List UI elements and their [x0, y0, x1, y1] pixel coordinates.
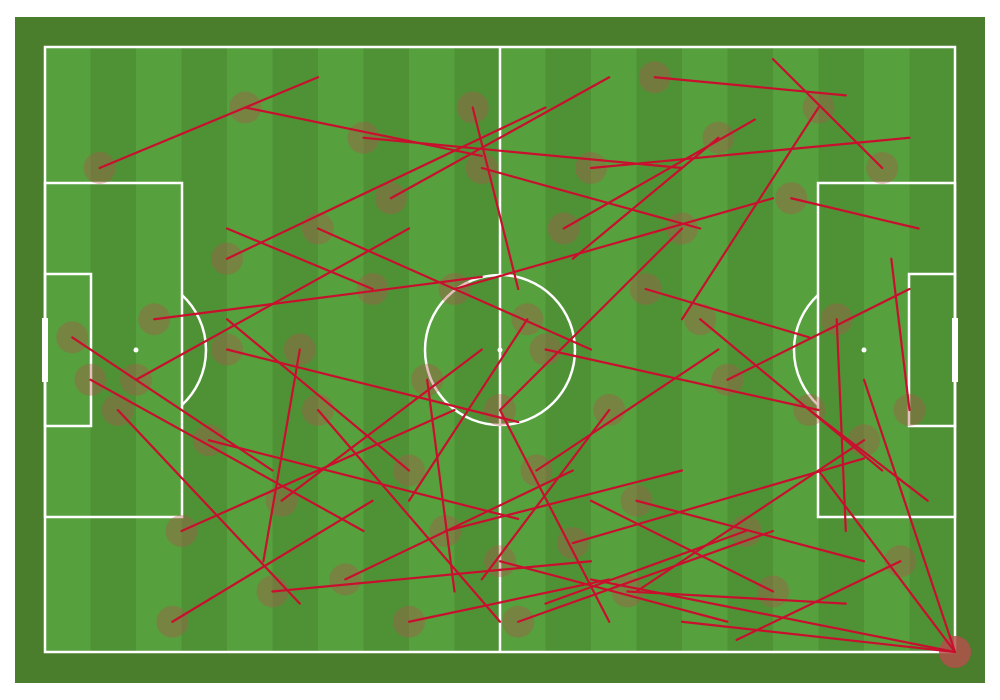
stripe	[272, 47, 318, 652]
pass-line	[626, 590, 847, 605]
stripe	[318, 47, 364, 652]
pass-line	[225, 348, 520, 424]
pass-line	[544, 348, 820, 412]
pass-line	[808, 408, 929, 502]
pass-line	[471, 106, 520, 291]
center-spot	[497, 347, 503, 353]
pass-line	[262, 348, 301, 563]
stripe	[591, 47, 637, 652]
pass-line	[835, 318, 847, 533]
pass-line	[225, 227, 374, 291]
pass-line	[407, 578, 611, 623]
stripe	[773, 47, 819, 652]
penalty-spot	[861, 347, 867, 353]
pass-line	[344, 469, 574, 581]
pass-line	[225, 106, 547, 260]
pass-line	[544, 529, 747, 605]
stripe	[90, 47, 136, 652]
pass-line	[116, 408, 301, 605]
pass-line	[171, 499, 374, 623]
pass-line	[89, 378, 365, 533]
pass-line	[644, 287, 811, 339]
pass-line	[426, 378, 456, 593]
pass-line	[571, 136, 720, 260]
passes	[71, 57, 957, 654]
penalty-arc	[792, 294, 819, 406]
pass-line	[98, 76, 320, 170]
pass-line	[480, 408, 611, 581]
penalty-arc	[181, 294, 208, 406]
pass-line	[726, 287, 911, 381]
stripe	[45, 47, 91, 652]
pass-line	[735, 560, 902, 642]
stripe	[363, 47, 409, 652]
pass-line	[498, 408, 611, 623]
pass-line	[225, 318, 411, 472]
pass-line	[589, 578, 957, 654]
pass-line	[890, 257, 911, 412]
pass-line	[635, 499, 866, 563]
pass-line	[862, 378, 957, 654]
pass-line	[653, 76, 847, 97]
pass-line	[316, 408, 502, 623]
pass-line	[444, 469, 684, 533]
pass-line	[680, 620, 957, 654]
pass-line	[571, 457, 866, 545]
stripe	[818, 47, 864, 652]
penalty-spot	[133, 347, 139, 353]
pass-line	[535, 348, 720, 472]
pass-line	[153, 275, 483, 321]
pass-line	[280, 348, 483, 502]
pass-line	[180, 408, 456, 533]
pass-line	[271, 560, 593, 593]
pass-line	[680, 106, 820, 321]
pass-line	[517, 529, 775, 623]
pass-line	[562, 118, 756, 230]
pass-line	[498, 560, 729, 623]
pass-line	[244, 106, 483, 157]
pass-line	[316, 227, 593, 351]
pass-line	[389, 76, 611, 200]
pass-line	[589, 499, 775, 593]
stripe	[636, 47, 682, 652]
pass-line	[498, 227, 684, 412]
pass-line	[817, 469, 957, 654]
stripe	[136, 47, 182, 652]
pass-line	[699, 318, 884, 472]
pass-line	[771, 57, 884, 170]
stripe	[545, 47, 591, 652]
pass-line	[207, 439, 520, 521]
pass-line	[453, 197, 775, 291]
pass-line	[480, 166, 702, 230]
stripe	[909, 47, 955, 652]
pass-line	[71, 336, 274, 472]
pass-line	[790, 197, 920, 230]
